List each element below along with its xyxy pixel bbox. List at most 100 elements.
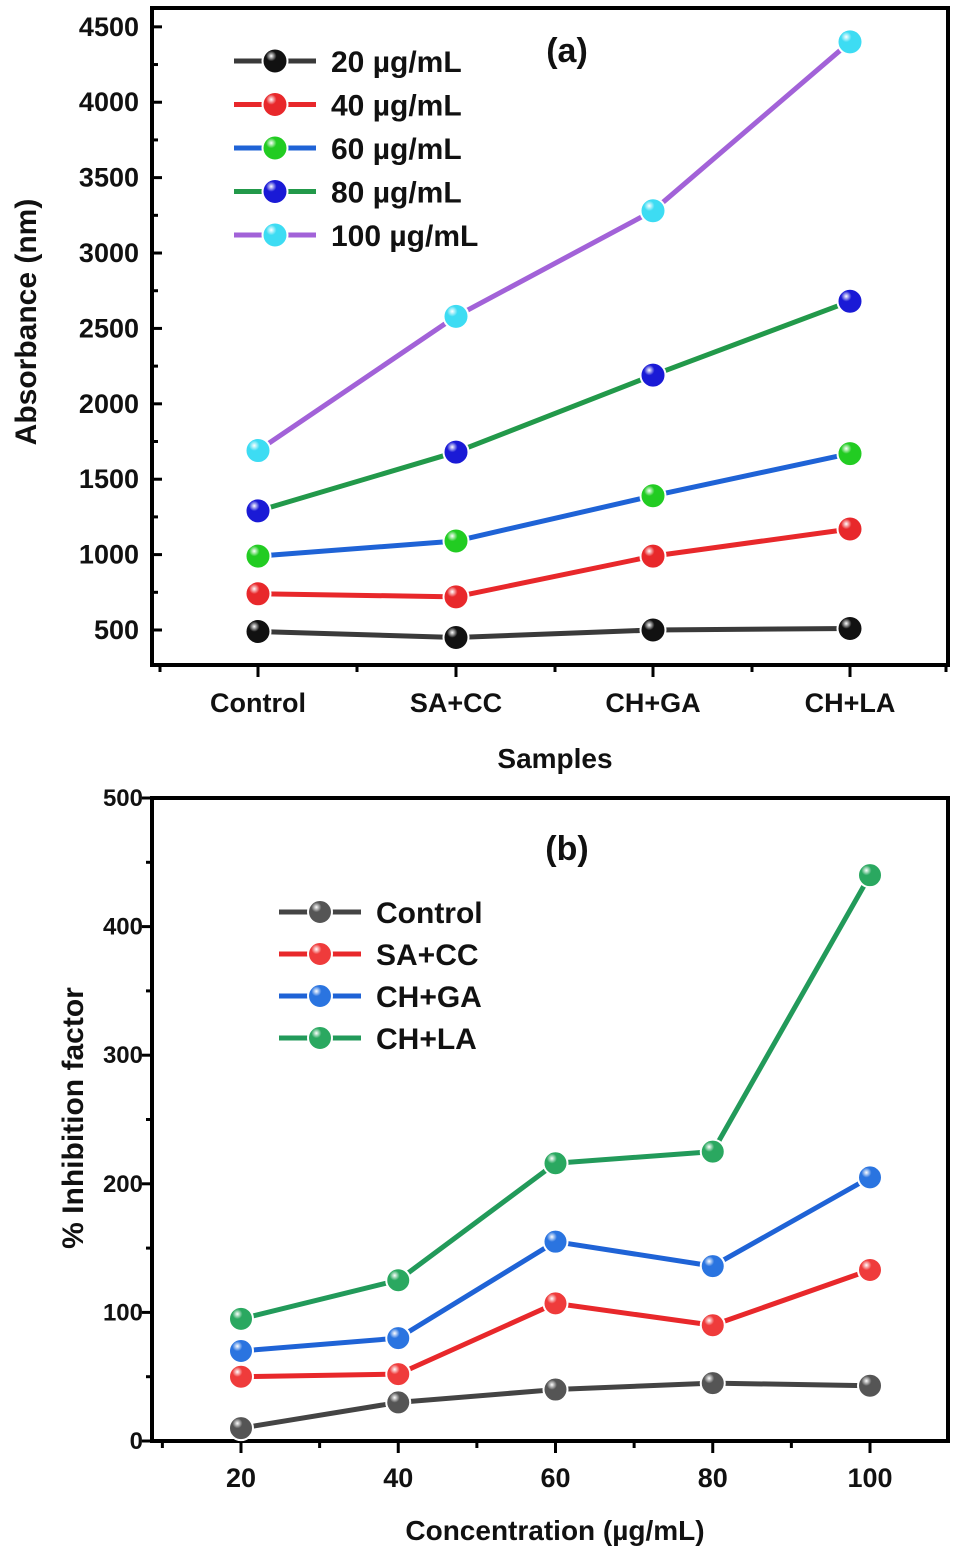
chart-a-frame xyxy=(150,6,950,667)
legend-item-sa-cc: SA+CC xyxy=(279,939,479,972)
legend-label: 20 µg/mL xyxy=(331,46,462,79)
legend-label: 60 µg/mL xyxy=(331,133,462,166)
series-40-g-ml xyxy=(244,515,864,611)
legend-label: 40 µg/mL xyxy=(331,90,462,123)
data-point xyxy=(542,1290,569,1317)
legend-marker xyxy=(261,178,289,205)
chart-b: (b) Concentration (µg/mL) % Inhibition f… xyxy=(57,785,950,1546)
y-tick-label-400: 400 xyxy=(103,914,143,941)
legend-label: CH+LA xyxy=(376,1023,477,1056)
x-tick-label-100: 100 xyxy=(847,1463,892,1493)
legend-marker xyxy=(307,899,333,925)
legend-item-80-g-ml: 80 µg/mL xyxy=(234,177,462,210)
series-control xyxy=(228,1370,883,1442)
data-point xyxy=(442,302,470,330)
y-tick-label-200: 200 xyxy=(103,1171,143,1198)
data-point xyxy=(542,1376,569,1403)
data-point xyxy=(639,197,667,225)
series-line xyxy=(257,526,851,600)
data-point xyxy=(244,437,272,465)
chart-a-title: (a) xyxy=(546,32,588,70)
data-point xyxy=(836,287,864,315)
data-point xyxy=(385,1325,412,1352)
data-point xyxy=(442,527,470,555)
chart-b-xlabel: Concentration (µg/mL) xyxy=(405,1515,704,1546)
data-point xyxy=(857,1164,883,1191)
chart-a-ylabel: Absorbance (nm) xyxy=(10,199,43,446)
data-point xyxy=(542,1228,569,1255)
data-point xyxy=(244,542,272,570)
y-tick-label-4500: 4500 xyxy=(79,12,139,42)
data-point xyxy=(857,1372,883,1399)
series-20-g-ml xyxy=(244,614,864,652)
series-line xyxy=(240,1175,872,1354)
chart-b-lines xyxy=(228,862,883,1442)
series-ch-la xyxy=(228,862,883,1332)
data-point xyxy=(836,614,864,642)
data-point xyxy=(639,542,667,570)
x-tick-label-ch-ga: CH+GA xyxy=(605,688,700,718)
series-line xyxy=(257,451,851,559)
legend-label: 100 µg/mL xyxy=(331,220,478,253)
y-tick-label-2000: 2000 xyxy=(79,389,139,419)
legend-item-ch-ga: CH+GA xyxy=(279,981,482,1014)
chart-a-xlabel: Samples xyxy=(497,743,612,774)
data-point xyxy=(639,361,667,389)
legend-marker xyxy=(261,91,289,118)
chart-a-x-axis: Control SA+CC CH+GA CH+LA xyxy=(158,665,948,718)
data-point xyxy=(699,1138,726,1165)
data-point xyxy=(857,1256,883,1283)
series-line xyxy=(240,1267,871,1380)
chart-b-x-axis: 20 40 60 80 100 xyxy=(160,1441,893,1493)
legend-item-20-g-ml: 20 µg/mL xyxy=(234,46,462,79)
legend-item-60-g-ml: 60 µg/mL xyxy=(234,133,462,166)
y-tick-label-4000: 4000 xyxy=(79,87,139,117)
legend-label: CH+GA xyxy=(376,981,482,1014)
y-tick-label-500: 500 xyxy=(94,615,139,645)
series-80-g-ml xyxy=(244,287,864,525)
data-point xyxy=(228,1337,254,1364)
x-tick-label-40: 40 xyxy=(383,1463,413,1493)
chart-b-title: (b) xyxy=(545,830,588,868)
data-point xyxy=(699,1312,726,1339)
legend-item-control: Control xyxy=(279,897,483,930)
series-sa-cc xyxy=(228,1256,883,1390)
data-point xyxy=(836,440,864,468)
data-point xyxy=(244,497,272,525)
data-point xyxy=(442,624,470,652)
data-point xyxy=(385,1267,412,1294)
legend-marker xyxy=(261,134,289,162)
data-point xyxy=(442,438,470,466)
legend-label: SA+CC xyxy=(376,939,479,972)
y-tick-label-1000: 1000 xyxy=(79,540,139,570)
chart-a-lines xyxy=(244,28,864,652)
data-point xyxy=(639,616,667,644)
legend-item-ch-la: CH+LA xyxy=(279,1023,477,1056)
x-tick-label-control: Control xyxy=(210,688,306,718)
data-point xyxy=(857,862,883,889)
x-tick-label-sa-cc: SA+CC xyxy=(410,688,502,718)
chart-b-legend: Control SA+CC CH+GA CH+LA xyxy=(279,897,483,1056)
data-point xyxy=(699,1253,726,1280)
y-tick-label-2500: 2500 xyxy=(79,313,139,343)
x-tick-label-ch-la: CH+LA xyxy=(805,688,896,718)
data-point xyxy=(385,1389,412,1416)
y-tick-label-300: 300 xyxy=(103,1042,143,1069)
x-tick-label-80: 80 xyxy=(698,1463,728,1493)
series-100-g-ml xyxy=(244,28,864,465)
legend-marker xyxy=(307,941,333,967)
legend-marker xyxy=(307,983,333,1009)
chart-b-y-axis: 0 100 200 300 400 500 xyxy=(103,785,152,1455)
data-point xyxy=(244,618,272,646)
legend-marker xyxy=(307,1025,333,1051)
y-tick-label-0: 0 xyxy=(130,1428,143,1455)
chart-a-y-axis: 500 1000 1500 2000 2500 3000 3500 4000 4500 xyxy=(79,12,162,645)
legend-item-40-g-ml: 40 µg/mL xyxy=(234,90,462,123)
data-point xyxy=(542,1150,569,1177)
chart-a-legend: 20 µg/mL 40 µg/mL 60 µg/mL 80 µg/mL 100 µg/m… xyxy=(234,46,478,253)
data-point xyxy=(442,583,470,611)
data-point xyxy=(836,515,864,543)
data-point xyxy=(836,28,864,56)
chart-b-ylabel: % Inhibition factor xyxy=(57,987,90,1249)
